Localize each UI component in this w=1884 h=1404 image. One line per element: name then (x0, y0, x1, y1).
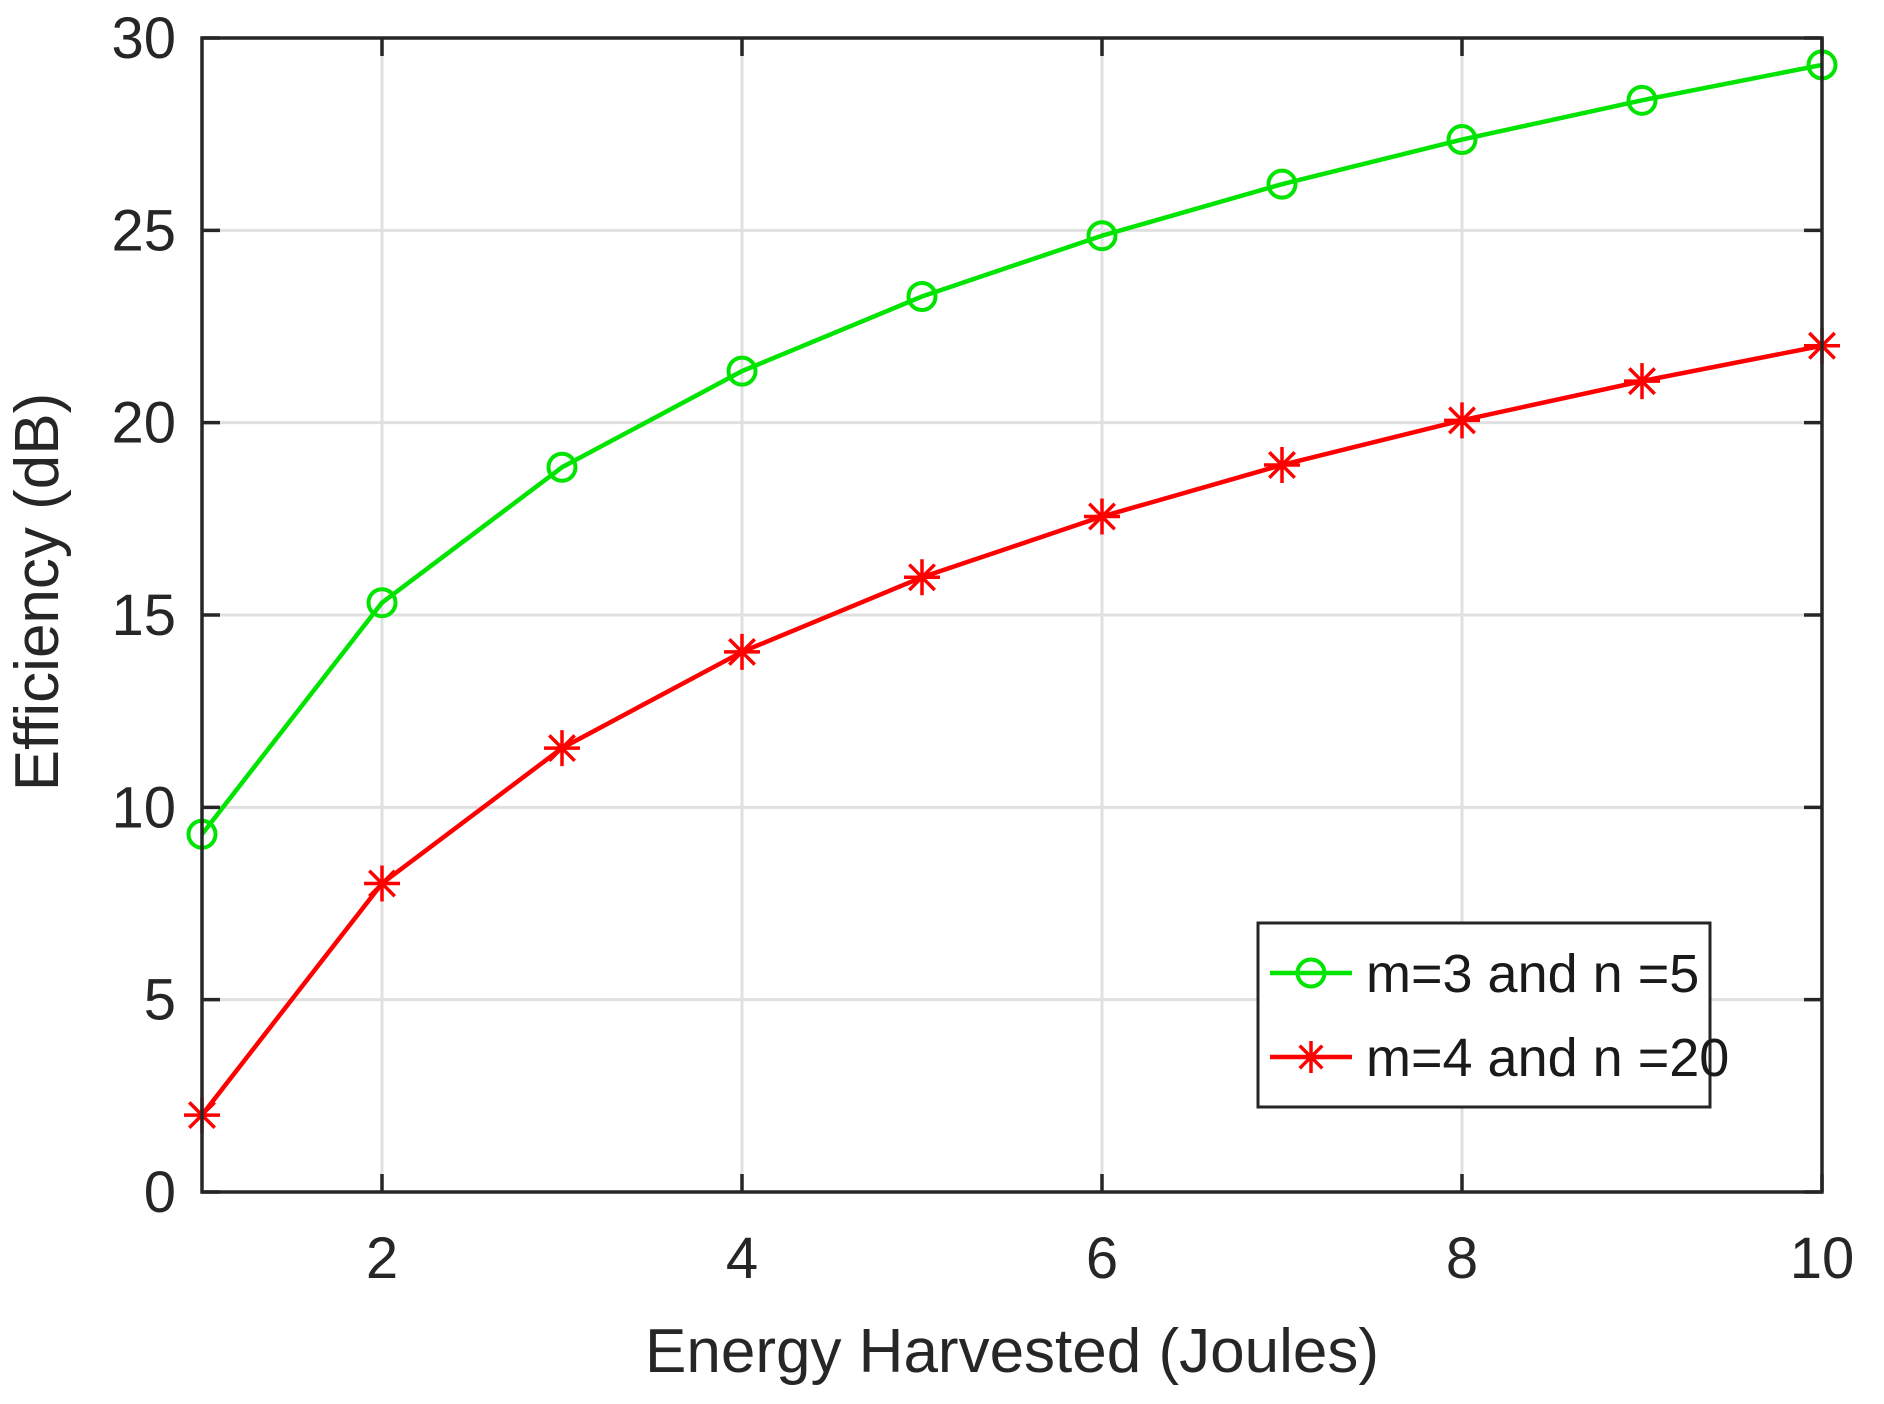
x-tick-label-4: 4 (726, 1226, 758, 1291)
legend-label-0: m=3 and n =5 (1366, 944, 1699, 1004)
y-axis-label: Efficiency (dB) (3, 393, 72, 792)
marker-asterisk (1444, 402, 1480, 439)
legend-box (1256, 921, 1712, 1109)
series-markers-0 (186, 49, 1838, 850)
x-tick-label-2: 2 (366, 1226, 398, 1291)
marker-asterisk (544, 730, 580, 767)
marker-asterisk (364, 865, 400, 902)
y-tick-label-0: 0 (144, 1160, 176, 1225)
x-axis-label: Energy Harvested (Joules) (645, 1317, 1379, 1386)
y-tick-label-15: 15 (111, 583, 176, 648)
marker-circle (1266, 168, 1298, 200)
marker-asterisk (1624, 363, 1660, 400)
y-tick-label-30: 30 (111, 6, 176, 71)
tick-labels: 2 4 6 8 10 0 5 10 15 20 25 30 (111, 6, 1854, 1291)
marker-circle (906, 280, 938, 312)
tick-marks (202, 36, 1824, 1194)
marker-circle (546, 451, 578, 483)
marker-circle (726, 355, 758, 387)
y-tick-label-5: 5 (144, 968, 176, 1033)
legend-label-1: m=4 and n =20 (1366, 1028, 1729, 1088)
x-tick-label-6: 6 (1086, 1226, 1118, 1291)
marker-circle (1446, 124, 1478, 156)
marker-asterisk (724, 633, 760, 670)
legend-marker-circle (1295, 957, 1327, 989)
grid-lines (202, 38, 1822, 1192)
marker-asterisk (1084, 498, 1120, 535)
marker-asterisk (904, 559, 940, 596)
legend-marker-asterisk (1295, 1041, 1327, 1073)
series-line-1 (200, 343, 1823, 1117)
y-tick-label-10: 10 (111, 775, 176, 840)
y-tick-label-20: 20 (111, 391, 176, 456)
marker-circle (1086, 220, 1118, 252)
legend: m=3 and n =5 m=4 and n =20 (1256, 921, 1729, 1109)
x-tick-label-8: 8 (1446, 1226, 1478, 1291)
marker-asterisk (1264, 446, 1300, 483)
series-group (200, 62, 1823, 1117)
y-tick-label-25: 25 (111, 198, 176, 263)
series-line-0 (200, 62, 1823, 836)
marker-circle (1626, 84, 1658, 116)
x-tick-label-10: 10 (1790, 1226, 1855, 1291)
marker-circle (366, 587, 398, 619)
